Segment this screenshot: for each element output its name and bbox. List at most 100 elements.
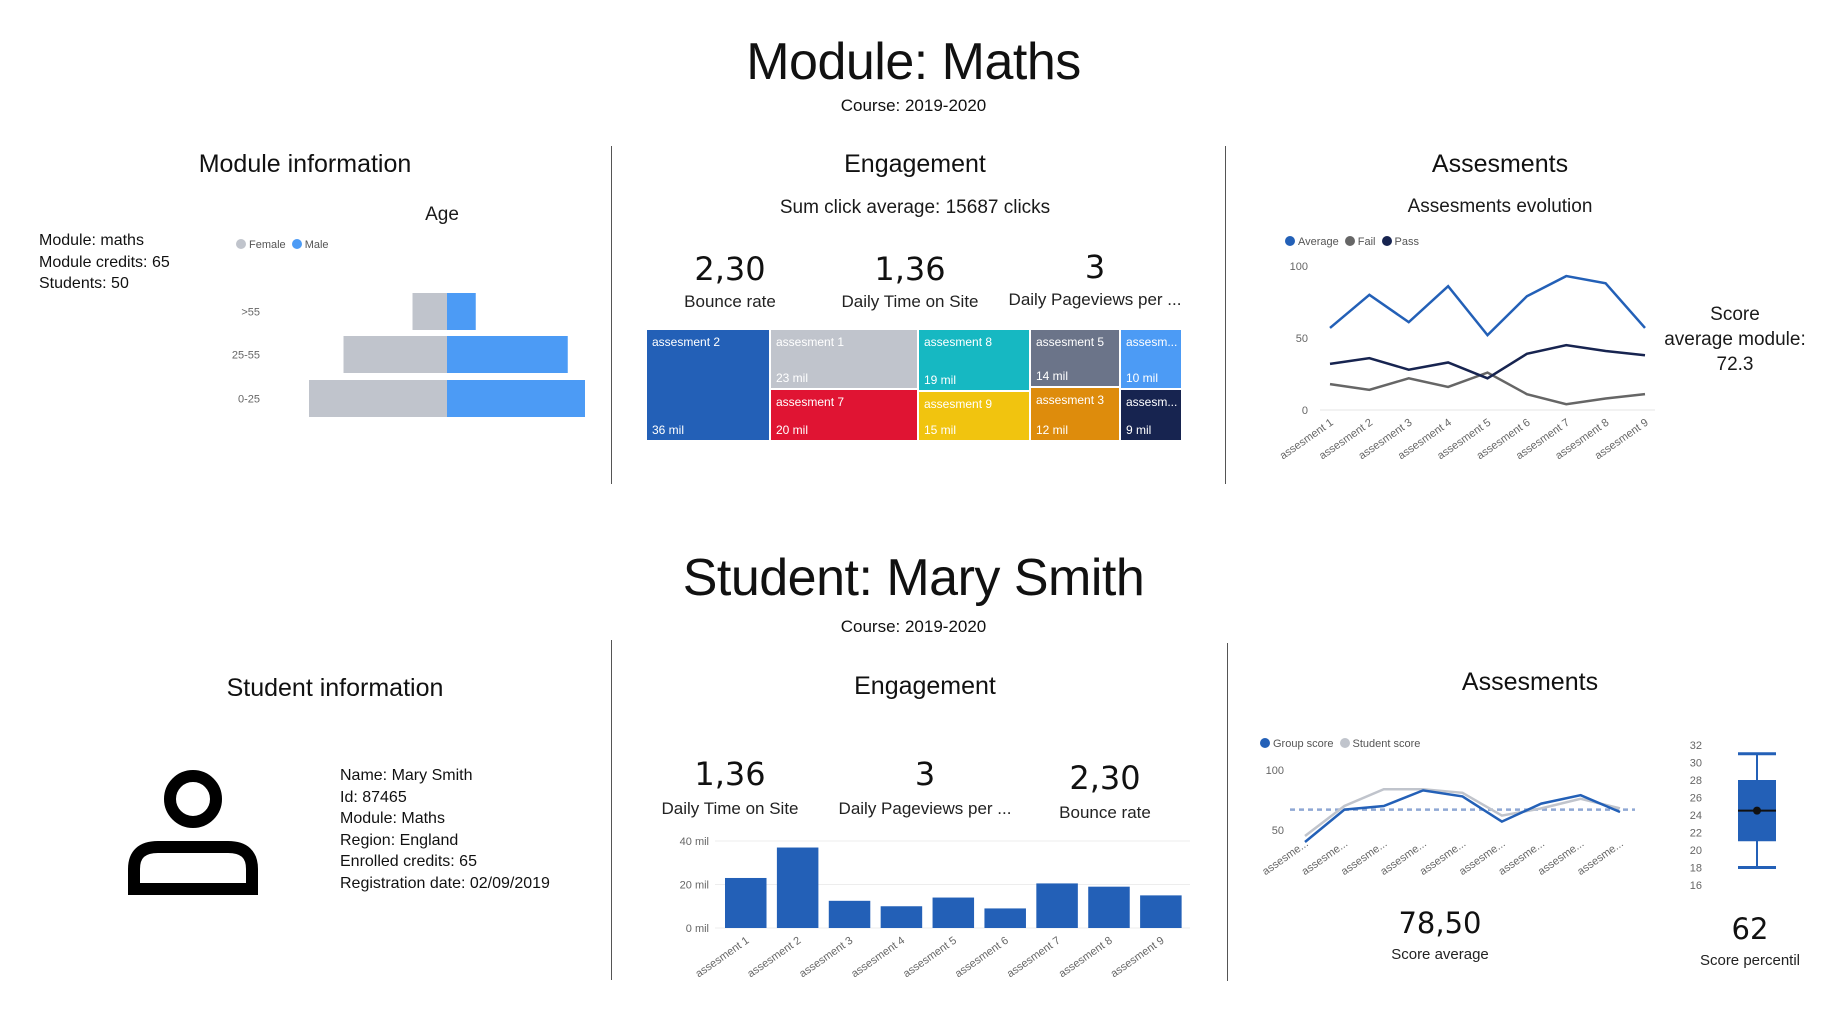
legend-male: Male bbox=[291, 239, 329, 251]
treemap-cell[interactable]: assesment 5 14 mil bbox=[1030, 329, 1120, 387]
treemap-cell[interactable]: assesment 9 15 mil bbox=[918, 391, 1030, 441]
kpi-value: 62 bbox=[1731, 912, 1769, 946]
engagement-bar bbox=[880, 906, 923, 928]
y-tick-label: 100 bbox=[1266, 765, 1284, 777]
module-info-line: Module credits: 65 bbox=[39, 253, 170, 271]
kpi-value: 3 bbox=[1084, 248, 1106, 286]
kpi-value: 2,30 bbox=[694, 250, 766, 288]
treemap-cell[interactable]: assesment 7 20 mil bbox=[770, 389, 918, 441]
series-line-fail bbox=[1329, 371, 1646, 406]
y-tick-label: 16 bbox=[1690, 880, 1702, 892]
age-bar-female bbox=[309, 380, 447, 417]
student-score-legend: Group score Student score bbox=[1260, 738, 1420, 750]
y-tick-label: 40 mil bbox=[680, 836, 709, 848]
kpi-label: Bounce rate bbox=[684, 292, 776, 311]
kpi-label: Score average bbox=[1391, 946, 1489, 963]
y-tick-label: 100 bbox=[1290, 261, 1308, 273]
student-info-line: Enrolled credits: 65 bbox=[340, 853, 477, 870]
x-tick-label: assesment 6 bbox=[953, 935, 1011, 981]
y-tick-label: 0 bbox=[1302, 405, 1308, 417]
treemap-cell[interactable]: assesm... 10 mil bbox=[1120, 329, 1182, 389]
score-label-line: average module: bbox=[1664, 329, 1806, 350]
module-info-line: Module: maths bbox=[39, 232, 144, 249]
engagement-bar bbox=[1088, 886, 1130, 928]
engagement-treemap: assesment 2 36 mil assesment 1 23 mil asse… bbox=[646, 329, 1182, 441]
kpi-label: Daily Pageviews per ... bbox=[838, 799, 1012, 818]
kpi-daily-pageviews: 3 Daily Pageviews per ... bbox=[835, 755, 1015, 819]
y-tick-label: 26 bbox=[1690, 793, 1702, 805]
treemap-cell[interactable]: assesm... 9 mil bbox=[1120, 389, 1182, 441]
age-bar-male bbox=[447, 293, 476, 330]
module-info-line: Students: 50 bbox=[39, 275, 129, 292]
student-info-line: Name: Mary Smith bbox=[340, 767, 473, 784]
y-tick-label: 0 mil bbox=[686, 923, 709, 935]
kpi-label: Daily Time on Site bbox=[841, 292, 979, 311]
student-info-line: Id: 87465 bbox=[340, 788, 407, 806]
engagement-bar bbox=[725, 877, 767, 928]
kpi-label: Daily Pageviews per ... bbox=[1008, 290, 1182, 309]
student-info-line: Registration date: 02/09/2019 bbox=[340, 874, 550, 892]
engagement-bar bbox=[1036, 883, 1078, 928]
module-info-list: Module: maths Module credits: 65 Student… bbox=[39, 230, 170, 295]
x-tick-label: assesment 3 bbox=[797, 935, 855, 981]
legend-student-score: Student score bbox=[1339, 738, 1420, 750]
engagement-bar bbox=[984, 908, 1026, 928]
age-chart: >55 25-55 0-25 bbox=[232, 293, 585, 417]
age-tick-label: 0-25 bbox=[238, 394, 260, 406]
student-divider-1 bbox=[611, 640, 612, 980]
engagement-bar bbox=[932, 897, 975, 928]
student-info-list: Name: Mary Smith Id: 87465 Module: Maths… bbox=[340, 765, 550, 894]
y-tick-label: 30 bbox=[1690, 758, 1702, 770]
age-tick-label: 25-55 bbox=[232, 350, 260, 362]
kpi-bounce-rate: 2,30 Bounce rate bbox=[1040, 759, 1170, 823]
age-chart-title: Age bbox=[425, 204, 459, 225]
y-tick-label: 24 bbox=[1690, 810, 1702, 822]
treemap-cell[interactable]: assesment 3 12 mil bbox=[1030, 387, 1120, 441]
legend-group-score: Group score bbox=[1260, 738, 1334, 750]
module-divider-2 bbox=[1225, 146, 1226, 484]
y-tick-label: 20 bbox=[1690, 845, 1702, 857]
kpi-value: 1,36 bbox=[694, 755, 766, 793]
kpi-score-percentil: 62 Score percentil bbox=[1690, 912, 1810, 969]
kpi-label: Bounce rate bbox=[1059, 803, 1151, 822]
y-tick-label: 50 bbox=[1296, 333, 1308, 345]
age-bar-female bbox=[412, 293, 447, 330]
treemap-cell[interactable]: assesment 1 23 mil bbox=[770, 329, 918, 389]
y-tick-label: 22 bbox=[1690, 828, 1702, 840]
student-course: Course: 2019-2020 bbox=[840, 617, 987, 636]
engagement-bar bbox=[828, 900, 871, 928]
score-label-line: Score bbox=[1710, 304, 1760, 325]
y-tick-label: 32 bbox=[1690, 740, 1702, 752]
box-mean bbox=[1753, 806, 1761, 815]
treemap-cell[interactable]: assesment 2 36 mil bbox=[646, 329, 770, 441]
y-tick-label: 20 mil bbox=[680, 880, 709, 892]
student-divider-2 bbox=[1227, 643, 1228, 981]
age-bar-male bbox=[447, 336, 568, 373]
kpi-daily-time: 1,36 Daily Time on Site bbox=[655, 755, 805, 819]
legend-fail: Fail bbox=[1344, 236, 1376, 248]
person-icon bbox=[128, 770, 258, 895]
x-tick-label: assesment 8 bbox=[1057, 935, 1115, 981]
assessments-evolution-title: Assesments evolution bbox=[1407, 196, 1593, 217]
treemap-cell[interactable]: assesment 8 19 mil bbox=[918, 329, 1030, 391]
student-info-line: Region: England bbox=[340, 831, 459, 849]
engagement-bar bbox=[776, 847, 819, 928]
kpi-value: 78,50 bbox=[1398, 906, 1482, 940]
series-line-average bbox=[1329, 274, 1646, 337]
y-tick-label: 50 bbox=[1272, 825, 1284, 837]
score-box-plot: 16 18 20 22 24 26 28 30 32 bbox=[1690, 740, 1776, 892]
module-assessments-title: Assesments bbox=[1431, 150, 1569, 178]
x-tick-label: assesment 4 bbox=[849, 935, 907, 981]
age-tick-label: >55 bbox=[241, 307, 260, 319]
series-line-student-score bbox=[1304, 787, 1621, 837]
module-info-title: Module information bbox=[198, 150, 412, 178]
age-bar-female bbox=[343, 336, 447, 373]
legend-pass: Pass bbox=[1381, 236, 1419, 248]
score-value: 72.3 bbox=[1716, 354, 1754, 375]
kpi-label: Daily Time on Site bbox=[661, 799, 799, 818]
kpi-value: 3 bbox=[914, 755, 936, 793]
score-average-module: Score average module: 72.3 bbox=[1655, 302, 1815, 377]
age-chart-legend: Female Male bbox=[236, 239, 329, 251]
student-info-title: Student information bbox=[226, 674, 444, 702]
